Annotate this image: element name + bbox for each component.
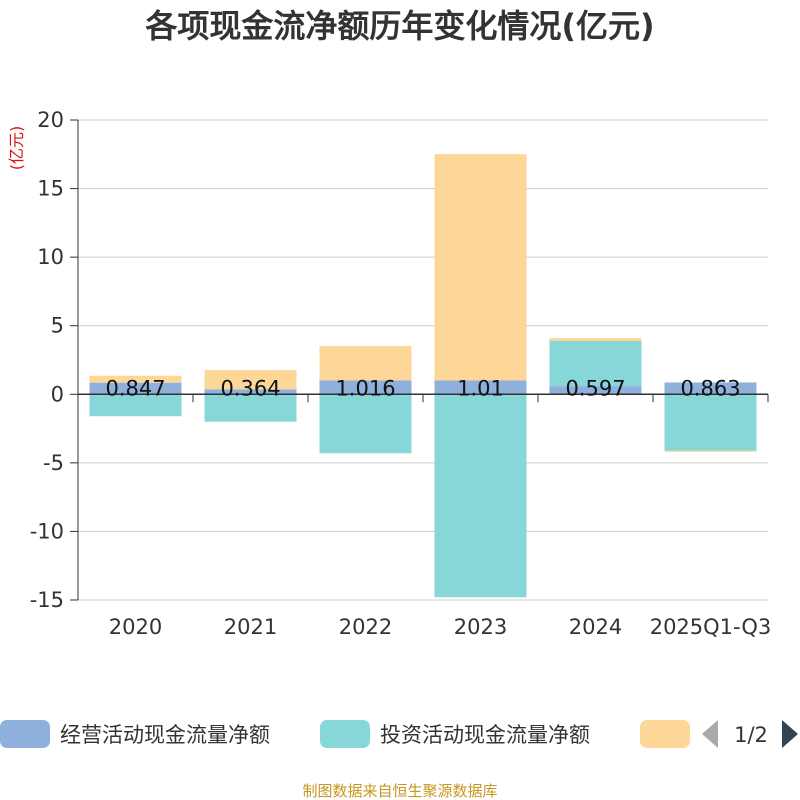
y-axis: 20 15 10 5 0 -5 -10 -15 [30, 108, 79, 612]
x-tick-label: 2022 [339, 615, 392, 639]
y-tick-label: 10 [37, 245, 64, 269]
data-label-2020: 0.847 [105, 376, 165, 400]
data-labels: 0.847 0.364 1.016 1.01 0.597 0.863 [105, 376, 740, 400]
y-tick-label: -5 [43, 451, 64, 475]
y-tick-label: 20 [37, 108, 64, 132]
bar-series2-2023 [434, 394, 527, 598]
y-tick-label: -15 [30, 588, 64, 612]
y-tick-label: 5 [51, 314, 64, 338]
legend: 经营活动现金流量净额 投资活动现金流量净额 1/2 [0, 720, 798, 748]
bar-series2-2022 [319, 394, 412, 454]
y-tick-label: 15 [37, 177, 64, 201]
bar-series3-2022 [319, 346, 412, 381]
x-tick-label: 2023 [454, 615, 507, 639]
bar-series1-2025Q1-Q3 [664, 382, 757, 395]
legend-prev-icon[interactable] [702, 720, 718, 748]
x-tick-label: 2020 [109, 615, 162, 639]
legend-swatch-2 [320, 720, 370, 748]
bar-series3-2025Q1-Q3 [664, 450, 757, 452]
legend-page-indicator: 1/2 [734, 723, 768, 747]
y-axis-unit: (亿元) [7, 126, 26, 171]
data-label-2025Q1-Q3: 0.863 [680, 376, 740, 400]
bar-series2-2025Q1-Q3 [664, 394, 757, 451]
x-axis: 2020 2021 2022 2023 2024 2025Q1-Q3 [77, 393, 772, 639]
x-tick-label: 2025Q1-Q3 [650, 615, 772, 639]
data-label-2023: 1.01 [457, 376, 504, 400]
legend-swatch-3 [640, 720, 690, 748]
x-tick-label: 2021 [224, 615, 277, 639]
bar-series1-2023 [434, 380, 527, 395]
bar-series2-2024 [549, 340, 642, 387]
gridlines [78, 119, 768, 601]
bar-series3-2023 [434, 154, 527, 381]
y-tick-label: 0 [51, 382, 64, 406]
bar-series3-2024 [549, 338, 642, 341]
legend-label-2: 投资活动现金流量净额 [380, 723, 590, 747]
legend-next-icon[interactable] [782, 720, 798, 748]
bar-series3-2021 [204, 370, 297, 390]
legend-label-1: 经营活动现金流量净额 [60, 723, 270, 747]
bar-series1-2021 [204, 389, 297, 395]
data-label-2021: 0.364 [220, 376, 280, 400]
chart-title: 各项现金流净额历年变化情况(亿元) [145, 7, 654, 45]
bars [89, 154, 757, 598]
y-tick-label: -10 [30, 519, 64, 543]
legend-swatch-1 [0, 720, 50, 748]
data-label-2024: 0.597 [565, 376, 625, 400]
bar-series3-2020 [89, 375, 182, 383]
bar-series1-2022 [319, 380, 412, 395]
bar-series1-2024 [549, 386, 642, 395]
source-note: 制图数据来自恒生聚源数据库 [302, 782, 497, 800]
bar-series1-2020 [89, 382, 182, 395]
data-label-2022: 1.016 [335, 376, 395, 400]
bar-series2-2021 [204, 394, 297, 422]
x-tick-label: 2024 [569, 615, 622, 639]
bar-series2-2020 [89, 394, 182, 417]
